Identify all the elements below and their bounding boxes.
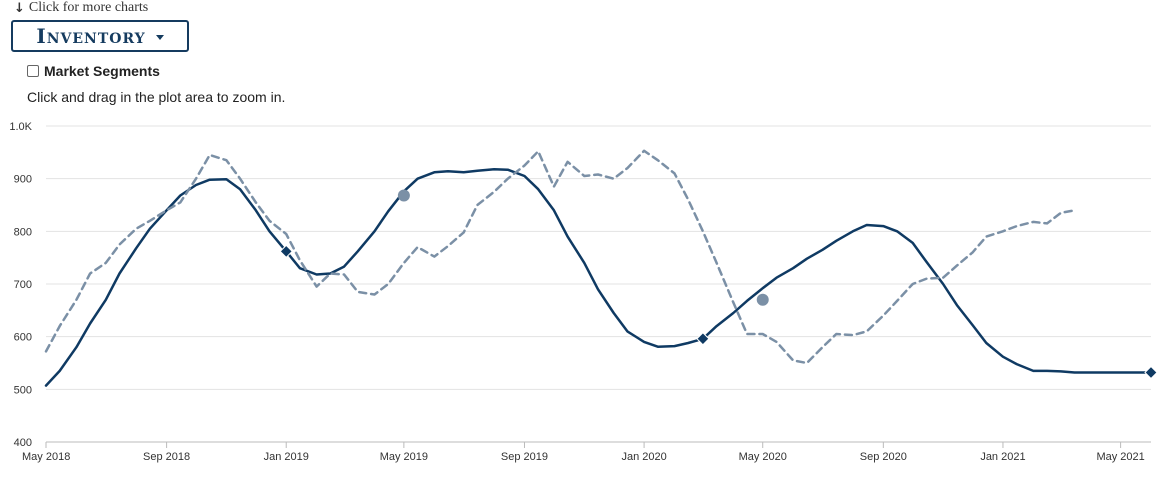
series-line-solid (44, 167, 1153, 387)
caret-down-icon (155, 34, 164, 40)
y-axis: 400 500 600 700 800 900 1.0K (9, 121, 32, 449)
series-group (44, 149, 1153, 387)
y-tick-label: 700 (14, 279, 32, 291)
x-tick-label: May 2018 (22, 451, 70, 463)
x-tick-label: Sep 2020 (860, 451, 907, 463)
market-segments-toggle[interactable]: Market Segments (27, 63, 160, 79)
marker-diamond (696, 332, 710, 346)
y-tick-label: 900 (14, 174, 32, 186)
x-tick-label: Sep 2019 (501, 451, 548, 463)
y-tick-label: 600 (14, 332, 32, 344)
market-segments-label: Market Segments (44, 63, 160, 79)
more-charts-label: Click for more charts (28, 0, 149, 15)
chart-selector-dropdown[interactable]: Inventory (11, 20, 189, 52)
x-axis: May 2018 Sep 2018 Jan 2019 May 2019 Sep 2019… (22, 441, 1151, 463)
dropdown-label: Inventory (36, 24, 146, 48)
x-tick-label: May 2021 (1096, 451, 1144, 463)
y-tick-label: 1.0K (9, 121, 32, 133)
x-tick-label: May 2020 (739, 451, 787, 463)
marker-group (279, 189, 1158, 380)
x-tick-label: Jan 2021 (980, 451, 1025, 463)
more-charts-link[interactable]: ↓ Click for more charts (14, 0, 148, 16)
x-tick-label: May 2019 (380, 451, 428, 463)
marker-diamond (279, 244, 293, 259)
y-tick-label: 500 (14, 384, 32, 396)
marker-circle (397, 189, 410, 202)
marker-diamond (1144, 365, 1158, 380)
y-tick-label: 400 (14, 437, 32, 449)
marker-circle (756, 293, 769, 306)
x-tick-label: Sep 2018 (143, 451, 190, 463)
arrow-down-icon: ↓ (14, 0, 25, 16)
y-tick-label: 800 (14, 226, 32, 238)
zoom-hint: Click and drag in the plot area to zoom … (27, 89, 286, 105)
x-tick-label: Jan 2020 (621, 451, 666, 463)
market-segments-checkbox[interactable] (27, 65, 39, 77)
series-line-dashed (44, 149, 1076, 365)
x-tick-label: Jan 2019 (264, 451, 309, 463)
